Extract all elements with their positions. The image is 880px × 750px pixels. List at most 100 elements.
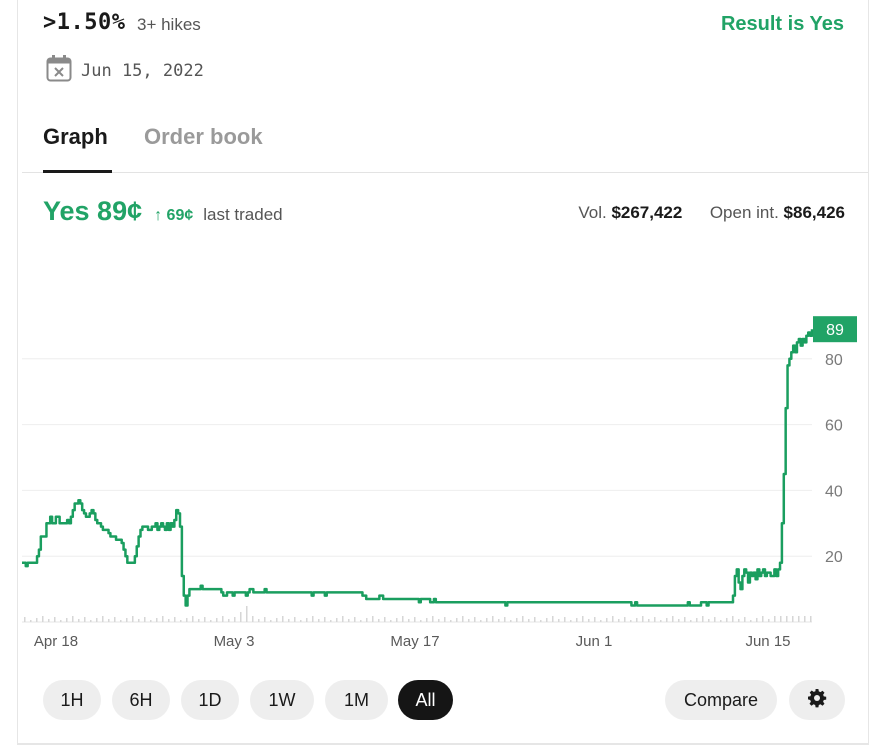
volume-bar (738, 619, 740, 622)
volume-bar (570, 620, 572, 622)
volume-bar (114, 617, 116, 622)
volume-bar (264, 617, 266, 622)
x-tick-label: May 3 (214, 633, 255, 650)
volume-bar (48, 619, 50, 622)
price-row: Yes 89¢ ↑ 69¢ last traded (43, 196, 283, 227)
last-price: Yes 89¢ (43, 196, 143, 226)
volume-bar (666, 618, 668, 622)
volume-bar (330, 620, 332, 622)
volume-bar (516, 618, 518, 622)
volume-bar (798, 616, 800, 622)
range-all-button[interactable]: All (398, 680, 453, 720)
volume-bar (300, 620, 302, 622)
compare-button[interactable]: Compare (665, 680, 777, 720)
volume-bar (744, 617, 746, 622)
range-1h-button[interactable]: 1H (43, 680, 101, 720)
volume-label: Vol. (578, 203, 607, 222)
volume-bar (42, 616, 44, 622)
volume-bar (552, 616, 554, 622)
volume-bar (324, 617, 326, 622)
volume-bar (240, 612, 242, 622)
volume-bar (810, 616, 812, 622)
volume-bar (246, 606, 248, 622)
volume-value: $267,422 (611, 203, 683, 222)
range-1w-button[interactable]: 1W (250, 680, 314, 720)
price-chart[interactable]: 20 40 60 80 Apr 18 May 3 May 17 Jun 1 Jun 15 89 (0, 0, 880, 680)
volume-bar (312, 616, 314, 622)
volume-bar (630, 620, 632, 622)
volume-bar (396, 618, 398, 622)
volume-bar (252, 616, 254, 622)
volume-bar (684, 617, 686, 622)
volume-bar (546, 618, 548, 622)
volume-bar (402, 616, 404, 622)
volume-bar (174, 617, 176, 622)
volume-bar (726, 618, 728, 622)
volume-bar (708, 619, 710, 622)
volume-bar (558, 619, 560, 622)
volume-bar (660, 620, 662, 622)
expiry-date: Jun 15, 2022 (81, 60, 204, 81)
volume-bar (774, 616, 776, 622)
volume-bar (732, 616, 734, 622)
volume-bar (678, 619, 680, 622)
volume-bar (606, 618, 608, 622)
market-stats: Vol. $267,422 Open int. $86,426 (578, 203, 845, 223)
volume-bar (210, 620, 212, 622)
y-tick-label: 20 (825, 549, 843, 566)
range-1d-button[interactable]: 1D (181, 680, 239, 720)
range-6h-button[interactable]: 6H (112, 680, 170, 720)
volume-bar (54, 617, 56, 622)
volume-bar (792, 616, 794, 622)
volume-bar (228, 619, 230, 622)
volume-bar (480, 620, 482, 622)
volume-bar (348, 619, 350, 622)
range-1m-button[interactable]: 1M (325, 680, 388, 720)
calendar-x-icon (46, 54, 72, 87)
volume-bar (90, 620, 92, 622)
volume-bar (720, 620, 722, 622)
volume-bar (486, 618, 488, 622)
volume-bar (420, 620, 422, 622)
tab-order-book[interactable]: Order book (144, 124, 263, 149)
volume-bar (276, 618, 278, 622)
volume-bar (498, 619, 500, 622)
volume-bar (522, 616, 524, 622)
volume-bar (216, 618, 218, 622)
volume-bar (66, 618, 68, 622)
x-tick-label: Jun 1 (576, 633, 613, 650)
y-tick-label: 60 (825, 418, 843, 435)
volume-bar (642, 616, 644, 622)
volume-bar (234, 617, 236, 622)
volume-bar (408, 619, 410, 622)
volume-bar (144, 617, 146, 622)
volume-bar (168, 619, 170, 622)
active-tab-indicator (43, 170, 112, 173)
market-card (17, 0, 869, 745)
volume-bar (468, 619, 470, 622)
volume-bar (438, 619, 440, 622)
volume-bar (192, 616, 194, 622)
volume-bar (444, 617, 446, 622)
volume-bar (222, 616, 224, 622)
volume-bar (594, 617, 596, 622)
market-subtitle: 3+ hikes (137, 15, 201, 34)
market-title: >1.50% (43, 10, 126, 35)
price-change: ↑ 69¢ (154, 207, 194, 224)
volume-bar (102, 616, 104, 622)
volume-bar (294, 617, 296, 622)
volume-bar (456, 618, 458, 622)
settings-button[interactable] (789, 680, 845, 720)
volume-bar (384, 617, 386, 622)
volume-bar (504, 617, 506, 622)
tab-graph[interactable]: Graph (43, 124, 108, 149)
volume-bar (270, 620, 272, 622)
date-row: Jun 15, 2022 (46, 54, 204, 87)
x-tick-label: Apr 18 (34, 633, 78, 650)
volume-bar (762, 616, 764, 622)
x-tick-label: May 17 (390, 633, 439, 650)
volume-bar (60, 620, 62, 622)
volume-bar (138, 619, 140, 622)
volume-bar (126, 618, 128, 622)
volume-bar (150, 620, 152, 622)
